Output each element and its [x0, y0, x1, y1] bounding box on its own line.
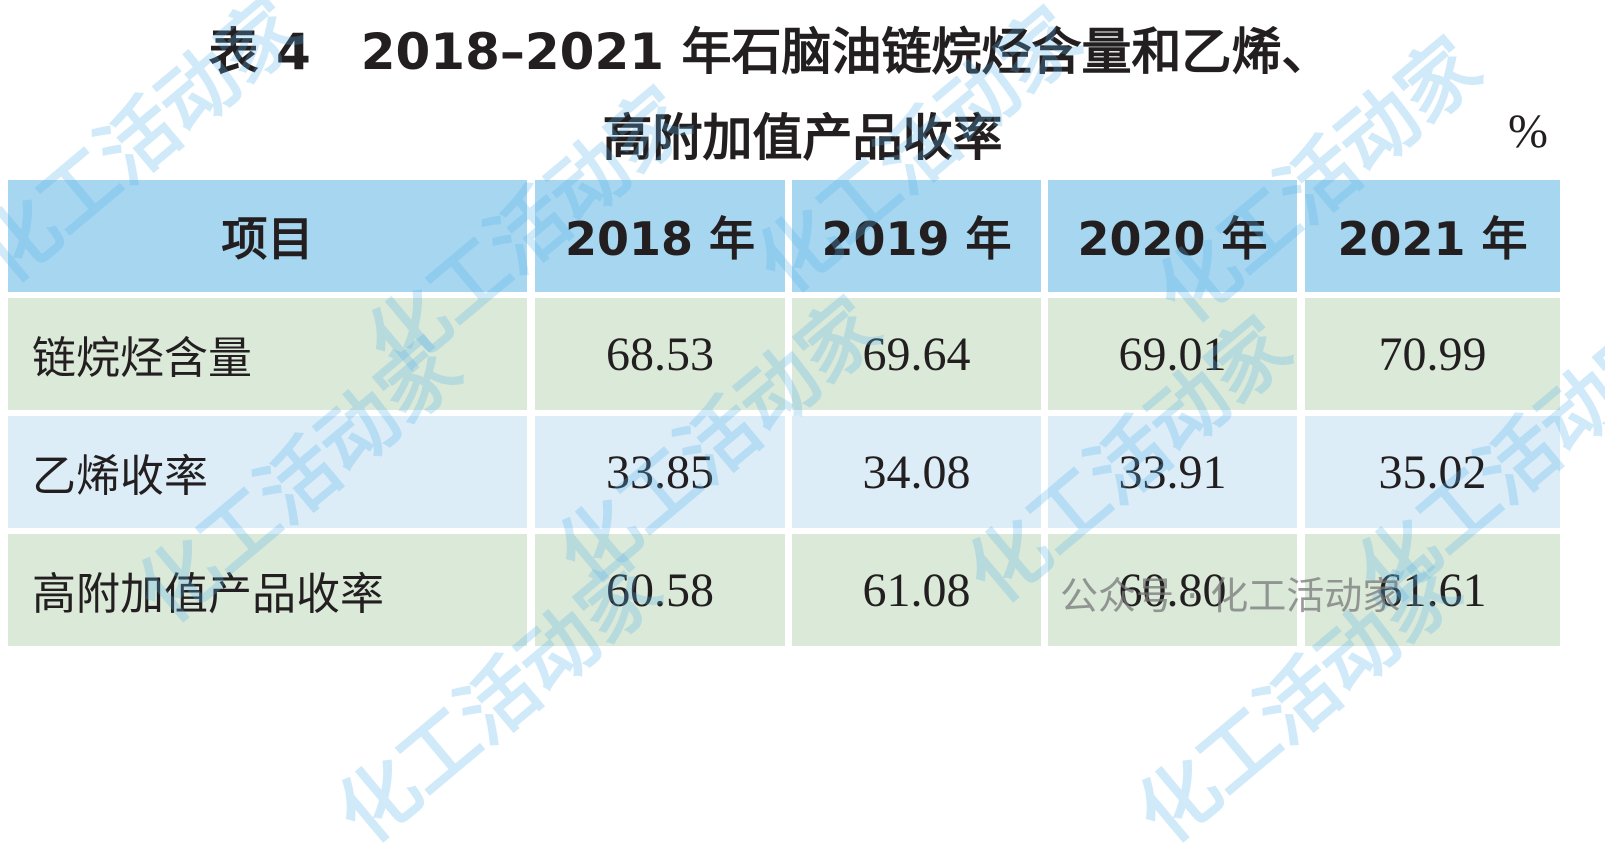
cell-value: 69.01 — [1048, 298, 1297, 410]
cell-value: 33.91 — [1048, 416, 1297, 528]
header-cell: 2021 年 — [1305, 180, 1560, 292]
title-line1: 表 4 2018–2021 年石脑油链烷烃含量和乙烯、 — [208, 23, 1332, 81]
header-cell: 2018 年 — [535, 180, 785, 292]
row-label: 乙烯收率 — [8, 416, 527, 528]
cell-value: 35.02 — [1305, 416, 1560, 528]
cell-value: 69.64 — [792, 298, 1041, 410]
cell-value: 61.08 — [792, 534, 1041, 646]
cell-value: 61.61 — [1305, 534, 1560, 646]
header-cell: 项目 — [8, 180, 527, 292]
cell-value: 60.58 — [535, 534, 785, 646]
cell-value: 33.85 — [535, 416, 785, 528]
unit: % — [1508, 105, 1548, 158]
cell-value: 60.80 — [1048, 534, 1297, 646]
row-label: 链烷烃含量 — [8, 298, 527, 410]
header-cell: 2019 年 — [792, 180, 1041, 292]
title-line2: 高附加值产品收率 — [602, 109, 1003, 167]
cell-value: 70.99 — [1305, 298, 1560, 410]
cell-value: 34.08 — [792, 416, 1041, 528]
cell-value: 68.53 — [535, 298, 785, 410]
watermark-source: 公众号 · 化工活动家 — [1060, 574, 1401, 618]
header-cell: 2020 年 — [1048, 180, 1297, 292]
row-label: 高附加值产品收率 — [8, 534, 527, 646]
